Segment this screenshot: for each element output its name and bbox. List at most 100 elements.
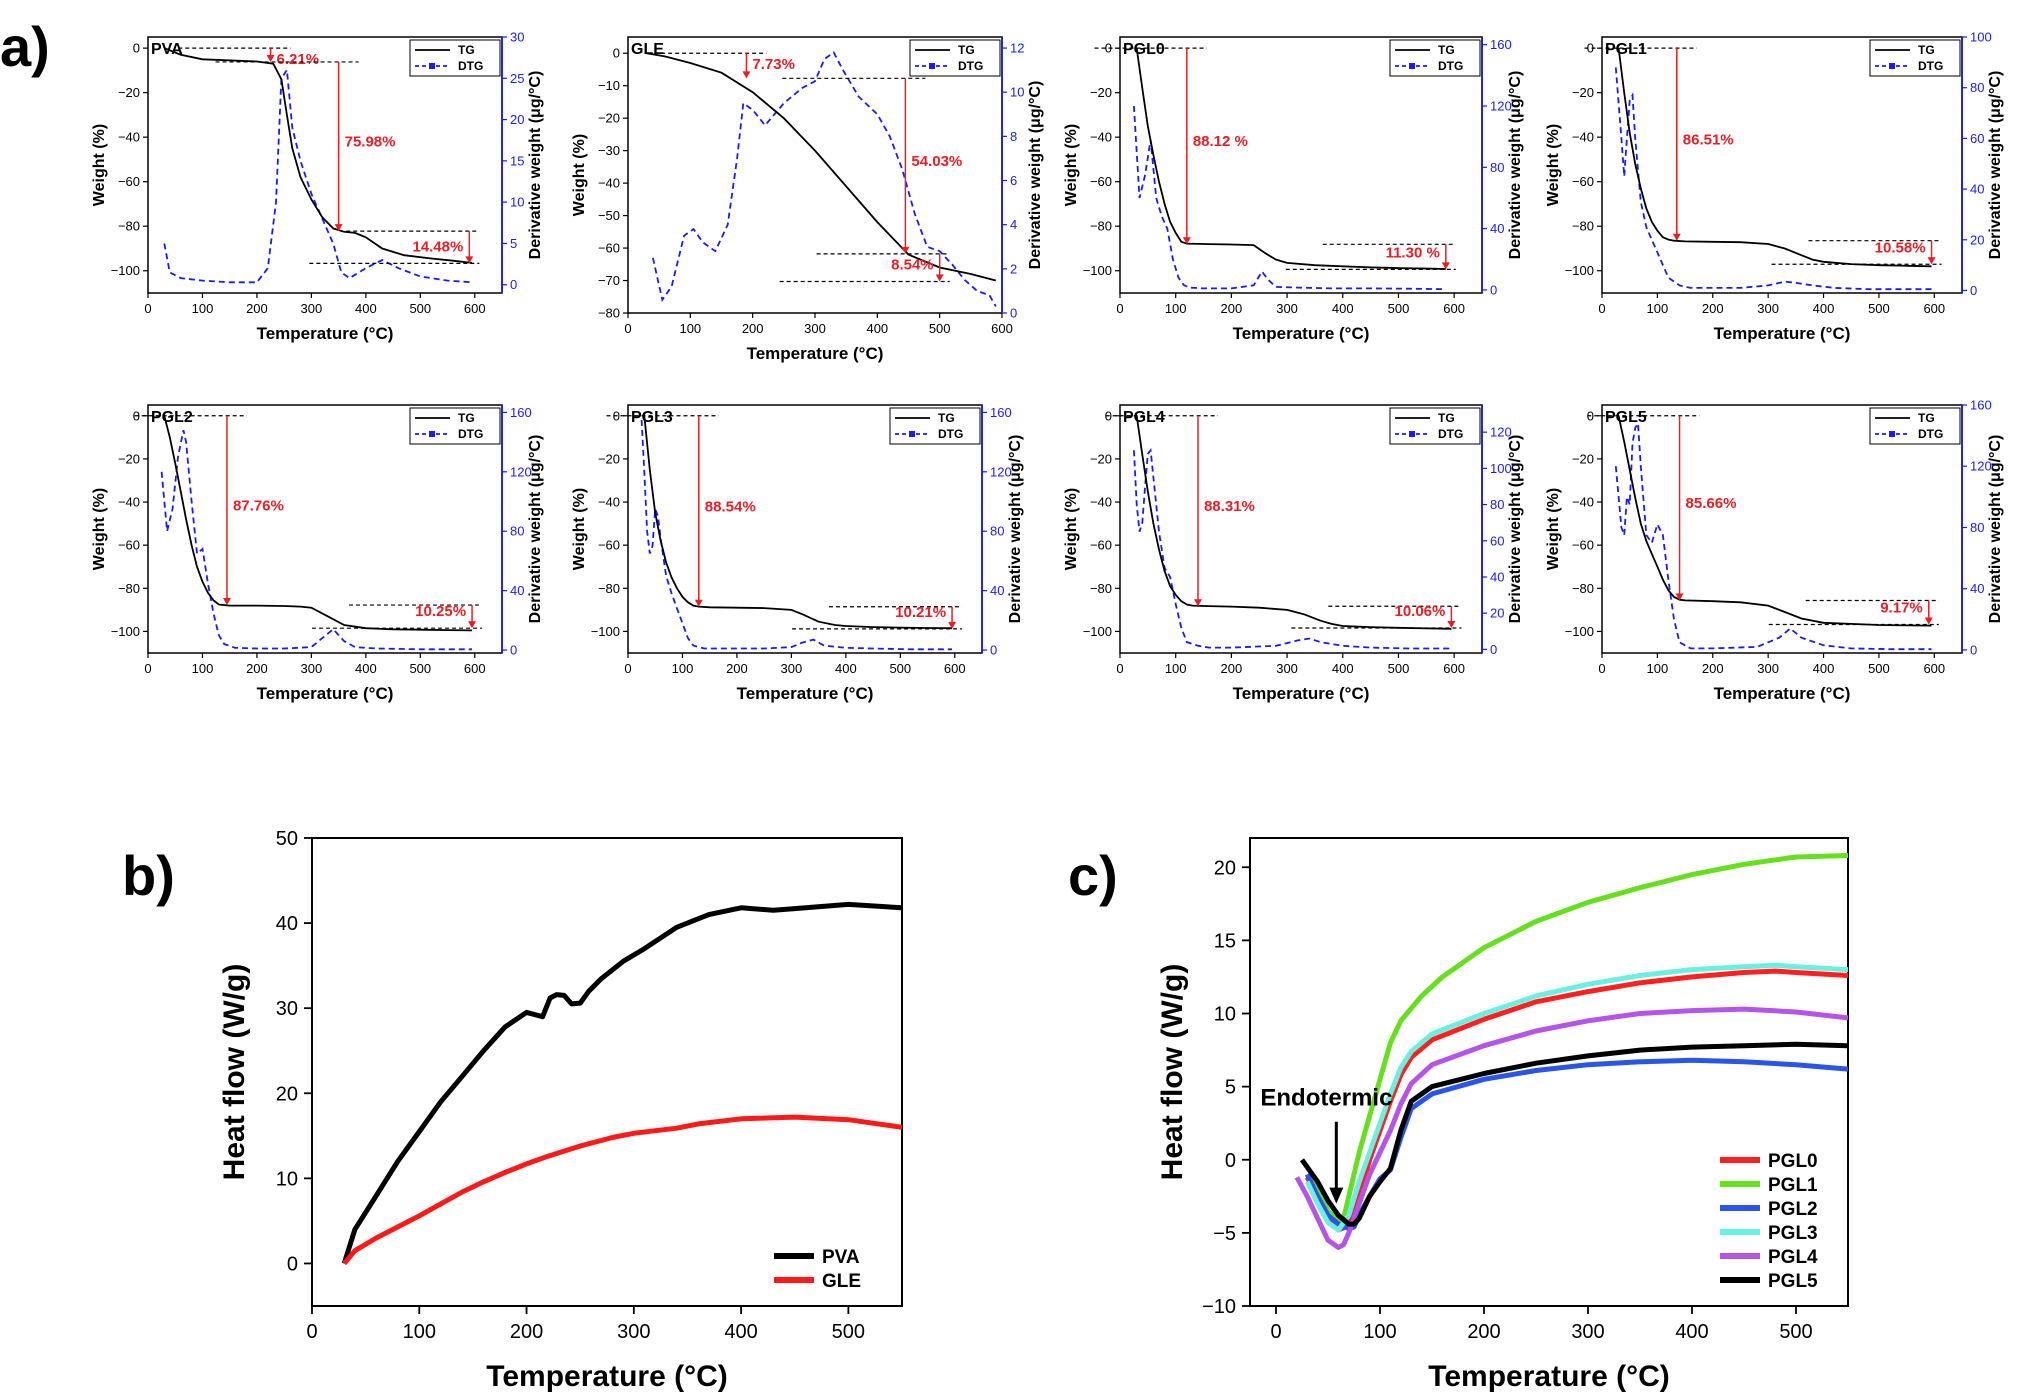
x-tick-label: 600 [1443, 661, 1465, 676]
y2-tick-label: 20 [1970, 232, 1984, 247]
y-tick-label: 20 [1214, 857, 1236, 879]
tga-chart-pgl2: 0 100 200 300 400 500 6000−20−40−60−80−1000408… [91, 404, 544, 703]
x-tick-label: 0 [144, 301, 151, 316]
y-tick-label: −60 [1572, 174, 1594, 189]
y2-tick-label: 0 [510, 643, 517, 658]
mass-loss-label: 88.31% [1204, 498, 1255, 515]
y-tick-label: −30 [598, 143, 620, 158]
y-tick-label: −20 [1090, 451, 1112, 466]
y-tick-label: −80 [118, 219, 140, 234]
x-axis-title: Temperature (°C) [737, 684, 874, 703]
y2-tick-label: 160 [1490, 37, 1512, 52]
y-axis-title: Weight (%) [571, 488, 588, 570]
y2-tick-label: 0 [1490, 642, 1497, 657]
y-tick-label: −5 [1213, 1223, 1236, 1245]
x-tick-label: 200 [246, 301, 268, 316]
y-tick-label: −40 [1572, 130, 1594, 145]
legend-label-dtg: DTG [1918, 427, 1943, 441]
y-axis-title: Heat flow (W/g) [1156, 964, 1189, 1181]
x-tick-label: 300 [301, 661, 323, 676]
arrow-head [1447, 620, 1456, 628]
y2-tick-label: 120 [990, 464, 1012, 479]
mass-loss-label: 10.25% [415, 603, 466, 620]
y2-tick-label: 0 [1010, 306, 1017, 321]
x-tick-label: 0 [144, 661, 151, 676]
y-tick-label: −20 [1572, 85, 1594, 100]
y-tick-label: −80 [598, 581, 620, 596]
legend-marker-dtg [1889, 63, 1895, 69]
series-line-gle [342, 1114, 903, 1266]
y2-tick-label: 40 [990, 583, 1004, 598]
y-tick-label: −70 [598, 273, 620, 288]
arrow-head [1927, 257, 1936, 265]
y-tick-label: −10 [598, 78, 620, 93]
x-tick-label: 200 [1702, 301, 1724, 316]
dsc-chart-c: 0 100 200 300 400 500 −10 −5 0 5 10 15 20 Temperature… [1156, 837, 1849, 1393]
y-tick-label: −80 [598, 306, 620, 321]
y-axis-title: Weight (%) [571, 134, 588, 216]
y-tick-label: −100 [1565, 624, 1594, 639]
x-tick-label: 100 [679, 321, 701, 336]
y-tick-label: 15 [1214, 930, 1236, 952]
y-tick-label: 20 [276, 1083, 298, 1105]
y2-tick-label: 120 [1970, 459, 1992, 474]
y-axis-title: Weight (%) [1063, 124, 1080, 206]
y-tick-label: −40 [598, 176, 620, 191]
y-tick-label: 5 [1225, 1077, 1236, 1099]
x-axis-title: Temperature (°C) [747, 344, 884, 363]
y2-tick-label: 120 [1490, 425, 1512, 440]
y-tick-label: −100 [1083, 624, 1112, 639]
y-tick-label: 10 [276, 1168, 298, 1190]
x-tick-label: 300 [1276, 301, 1298, 316]
y-tick-label: 0 [1105, 41, 1112, 56]
y-tick-label: −80 [1572, 219, 1594, 234]
x-tick-label: 100 [1647, 301, 1669, 316]
x-axis-title: Temperature (°C) [257, 684, 394, 703]
x-tick-label: 0 [624, 321, 631, 336]
legend-label-pgl1: PGL1 [1768, 1175, 1818, 1196]
y-tick-label: −40 [1572, 495, 1594, 510]
x-tick-label: 600 [991, 321, 1013, 336]
x-tick-label: 500 [1388, 301, 1410, 316]
y-tick-label: 0 [287, 1253, 298, 1275]
x-tick-label: 300 [617, 1321, 650, 1343]
y-axis-title: Weight (%) [1063, 488, 1080, 570]
dtg-series-line [1614, 67, 1932, 291]
x-tick-label: 100 [1647, 661, 1669, 676]
y2-tick-label: 40 [1490, 569, 1504, 584]
x-tick-label: 500 [1779, 1321, 1812, 1343]
x-tick-label: 300 [804, 321, 826, 336]
y-tick-label: −40 [1090, 130, 1112, 145]
arrow-head [948, 621, 957, 629]
x-tick-label: 100 [192, 301, 214, 316]
y2-axis-title: Derivative weight (μg/°C) [1507, 435, 1524, 624]
dtg-series-line [1614, 420, 1932, 651]
y2-tick-label: 6 [1010, 173, 1017, 188]
legend-label-tg: TG [458, 411, 475, 425]
legend-box [409, 39, 501, 77]
x-tick-label: 400 [355, 301, 377, 316]
x-tick-label: 100 [672, 661, 694, 676]
x-axis-title: Temperature (°C) [1714, 324, 1851, 343]
x-tick-label: 400 [355, 661, 377, 676]
legend-label-dtg: DTG [958, 59, 983, 73]
x-tick-label: 400 [724, 1321, 757, 1343]
x-tick-label: 200 [1467, 1321, 1500, 1343]
y2-tick-label: 120 [1490, 98, 1512, 113]
x-axis-title: Temperature (°C) [257, 324, 394, 343]
y2-tick-label: 2 [1010, 261, 1017, 276]
y2-tick-label: 40 [1970, 182, 1984, 197]
y-tick-label: −100 [591, 624, 620, 639]
y-tick-label: −20 [1572, 451, 1594, 466]
arrow-head [1675, 593, 1684, 601]
y-tick-label: 0 [1225, 1150, 1236, 1172]
arrow-head [222, 598, 231, 606]
tga-chart-pgl0: 0 100 200 300 400 500 600 0 −20 −40 −60 −80 −100 0 40 8… [1063, 36, 1524, 343]
mass-loss-label: 10.21% [895, 604, 946, 621]
y2-tick-label: 8 [1010, 129, 1017, 144]
y-tick-label: 40 [276, 913, 298, 935]
y-tick-label: −60 [598, 538, 620, 553]
y2-axis-title: Derivative weight (μg/°C) [1987, 435, 2004, 624]
x-tick-label: 600 [1443, 301, 1465, 316]
